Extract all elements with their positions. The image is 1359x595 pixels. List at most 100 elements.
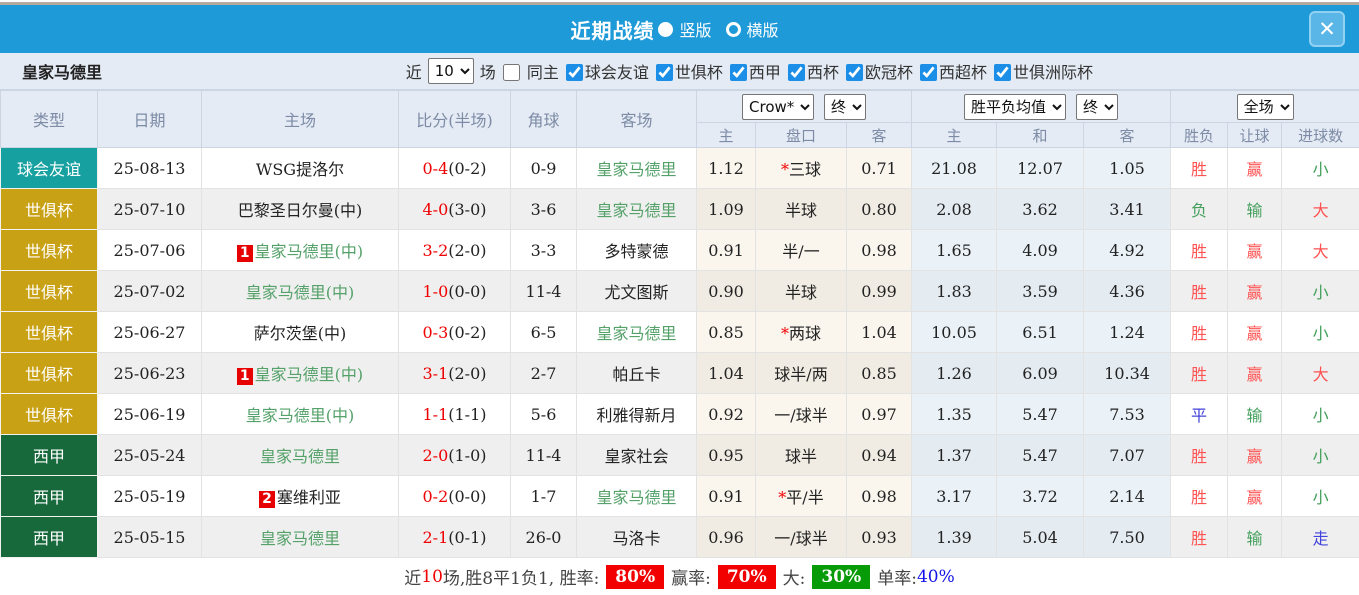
full-time-score: 3-1 <box>422 363 449 383</box>
goals-result-cell: 大 <box>1281 229 1359 271</box>
goals-result-cell: 小 <box>1281 311 1359 353</box>
avg-away-cell: 10.34 <box>1083 352 1172 394</box>
goals-result-cell: 走 <box>1281 516 1359 558</box>
handicap-cell: 球半 <box>755 434 847 476</box>
corner-cell: 11-4 <box>510 270 577 312</box>
league-filter[interactable]: 球会友谊 <box>559 63 649 82</box>
star-mark: * <box>780 324 789 343</box>
star-mark: * <box>780 160 789 179</box>
handicap-name: 三球 <box>788 160 821 179</box>
away-odds-cell: 0.71 <box>845 147 913 189</box>
same-home-filter[interactable]: 同主 <box>496 59 559 83</box>
avg-away-cell: 2.14 <box>1083 475 1172 517</box>
league-filter-checkbox[interactable] <box>565 64 583 81</box>
league-filter-checkbox[interactable] <box>993 64 1011 81</box>
home-team-name: 巴黎圣日尔曼(中) <box>237 201 363 220</box>
home-odds-cell: 0.85 <box>696 311 756 353</box>
home-odds-cell: 1.09 <box>696 188 756 230</box>
avg-draw-cell: 3.59 <box>996 270 1085 312</box>
odds-time-select[interactable]: 终 <box>824 93 867 120</box>
league-filter[interactable]: 世俱洲际杯 <box>987 63 1093 82</box>
league-filter-checkbox[interactable] <box>919 64 937 81</box>
team-name: 皇家马德里 <box>22 63 103 82</box>
result-row: 球会友谊 25-08-13 WSG提洛尔 0-4(0-2) 0-9 皇家马德里 1.12 *三… <box>0 147 1359 189</box>
home-team-name: 皇家马德里 <box>259 529 340 548</box>
horizontal-layout-radio[interactable] <box>725 21 741 37</box>
home-team-name: 皇家马德里 <box>259 447 340 466</box>
top-divider-accent <box>0 2 1359 5</box>
avg-away-cell: 7.53 <box>1083 393 1172 435</box>
rank-badge: 1 <box>236 368 253 385</box>
full-time-score: 2-0 <box>422 445 449 465</box>
handicap-result-cell: 输 <box>1227 516 1283 558</box>
avg-draw-cell: 5.47 <box>996 434 1085 476</box>
away-odds-cell: 0.97 <box>845 393 913 435</box>
score-cell: 3-1(2-0) <box>398 352 511 394</box>
away-odds-cell: 0.98 <box>845 229 913 271</box>
home-team-name: 萨尔茨堡(中) <box>253 324 347 343</box>
vertical-layout-radio[interactable] <box>658 21 674 37</box>
half-time-score: (0-1) <box>448 527 487 547</box>
col-header-date: 日期 <box>97 90 202 148</box>
recent-count-select[interactable]: 10 <box>427 58 474 84</box>
goals-result-cell: 小 <box>1281 393 1359 435</box>
scope-select[interactable]: 全场 <box>1236 93 1294 120</box>
same-home-checkbox[interactable] <box>502 64 520 81</box>
league-filter-label: 西杯 <box>806 63 839 82</box>
summary-text: 单率: <box>877 569 917 589</box>
away-team-cell: 尤文图斯 <box>576 270 697 312</box>
league-filter-label: 世俱洲际杯 <box>1012 63 1093 82</box>
league-filter[interactable]: 西超杯 <box>913 63 987 82</box>
home-odds-cell: 1.12 <box>696 147 756 189</box>
league-filter[interactable]: 欧冠杯 <box>839 63 913 82</box>
date-cell: 25-06-27 <box>97 311 202 353</box>
avg-away-cell: 1.05 <box>1083 147 1172 189</box>
subcol-goals-result: 进球数 <box>1281 122 1359 148</box>
filters-group: 近 10 场 同主 球会友谊 世俱杯 西甲 西杯 欧冠杯 西超杯 世俱洲际杯 <box>406 58 1093 84</box>
away-odds-cell: 1.04 <box>845 311 913 353</box>
full-time-score: 1-0 <box>422 281 449 301</box>
wdl-result-cell: 胜 <box>1170 147 1229 189</box>
league-filter-label: 球会友谊 <box>584 63 649 82</box>
summary-text: 近 <box>404 569 422 589</box>
home-team-cell: 皇家马德里 <box>201 434 399 476</box>
corner-cell: 2-7 <box>510 352 577 394</box>
avg-home-cell: 21.08 <box>911 147 998 189</box>
subcol-odds-home: 主 <box>696 122 756 148</box>
handicap-name: 半/一 <box>782 242 820 261</box>
league-filter[interactable]: 世俱杯 <box>649 63 723 82</box>
avg-draw-cell: 3.72 <box>996 475 1085 517</box>
half-time-score: (1-1) <box>448 404 487 424</box>
date-cell: 25-07-02 <box>97 270 202 312</box>
league-filter-checkbox[interactable] <box>845 64 863 81</box>
rank-badge: 2 <box>259 491 275 508</box>
score-cell: 0-2(0-0) <box>398 475 511 517</box>
handicap-cell: 一/球半 <box>755 516 847 558</box>
corner-cell: 5-6 <box>510 393 577 435</box>
home-odds-cell: 1.04 <box>696 352 756 394</box>
home-odds-cell: 0.91 <box>696 229 756 271</box>
date-cell: 25-05-19 <box>97 475 202 517</box>
avg-home-cell: 1.65 <box>911 229 998 271</box>
avg-home-cell: 1.35 <box>911 393 998 435</box>
odds-company-select[interactable]: Crow* <box>742 93 815 120</box>
result-row: 世俱杯 25-06-19 皇家马德里(中) 1-1(1-1) 5-6 利雅得新月 0.92 一… <box>0 393 1359 435</box>
league-filter-checkbox[interactable] <box>655 64 673 81</box>
avg-home-cell: 1.39 <box>911 516 998 558</box>
home-team-name: 塞维利亚 <box>276 488 341 507</box>
goals-result-cell: 小 <box>1281 434 1359 476</box>
avg-type-select[interactable]: 胜平负均值 <box>964 93 1067 120</box>
close-icon: ✕ <box>1318 17 1336 41</box>
league-filter-checkbox[interactable] <box>787 64 805 81</box>
date-cell: 25-07-10 <box>97 188 202 230</box>
league-filter-label: 西超杯 <box>938 63 987 82</box>
league-filter[interactable]: 西杯 <box>781 63 839 82</box>
handicap-cell: 球半/两 <box>755 352 847 394</box>
summary-red-badge: 80% <box>606 564 665 589</box>
odds-group-header: Crow* 终 <box>695 90 913 123</box>
title-bar: 近期战绩 竖版 横版 ✕ <box>0 5 1359 53</box>
avg-time-select[interactable]: 终 <box>1076 93 1119 120</box>
league-filter-checkbox[interactable] <box>729 64 747 81</box>
close-button[interactable]: ✕ <box>1309 11 1345 47</box>
league-filter[interactable]: 西甲 <box>723 63 781 82</box>
